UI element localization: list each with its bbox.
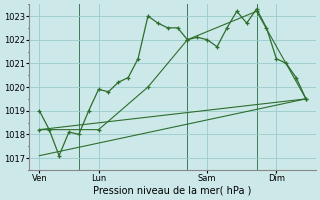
X-axis label: Pression niveau de la mer( hPa ): Pression niveau de la mer( hPa ) [93,186,252,196]
